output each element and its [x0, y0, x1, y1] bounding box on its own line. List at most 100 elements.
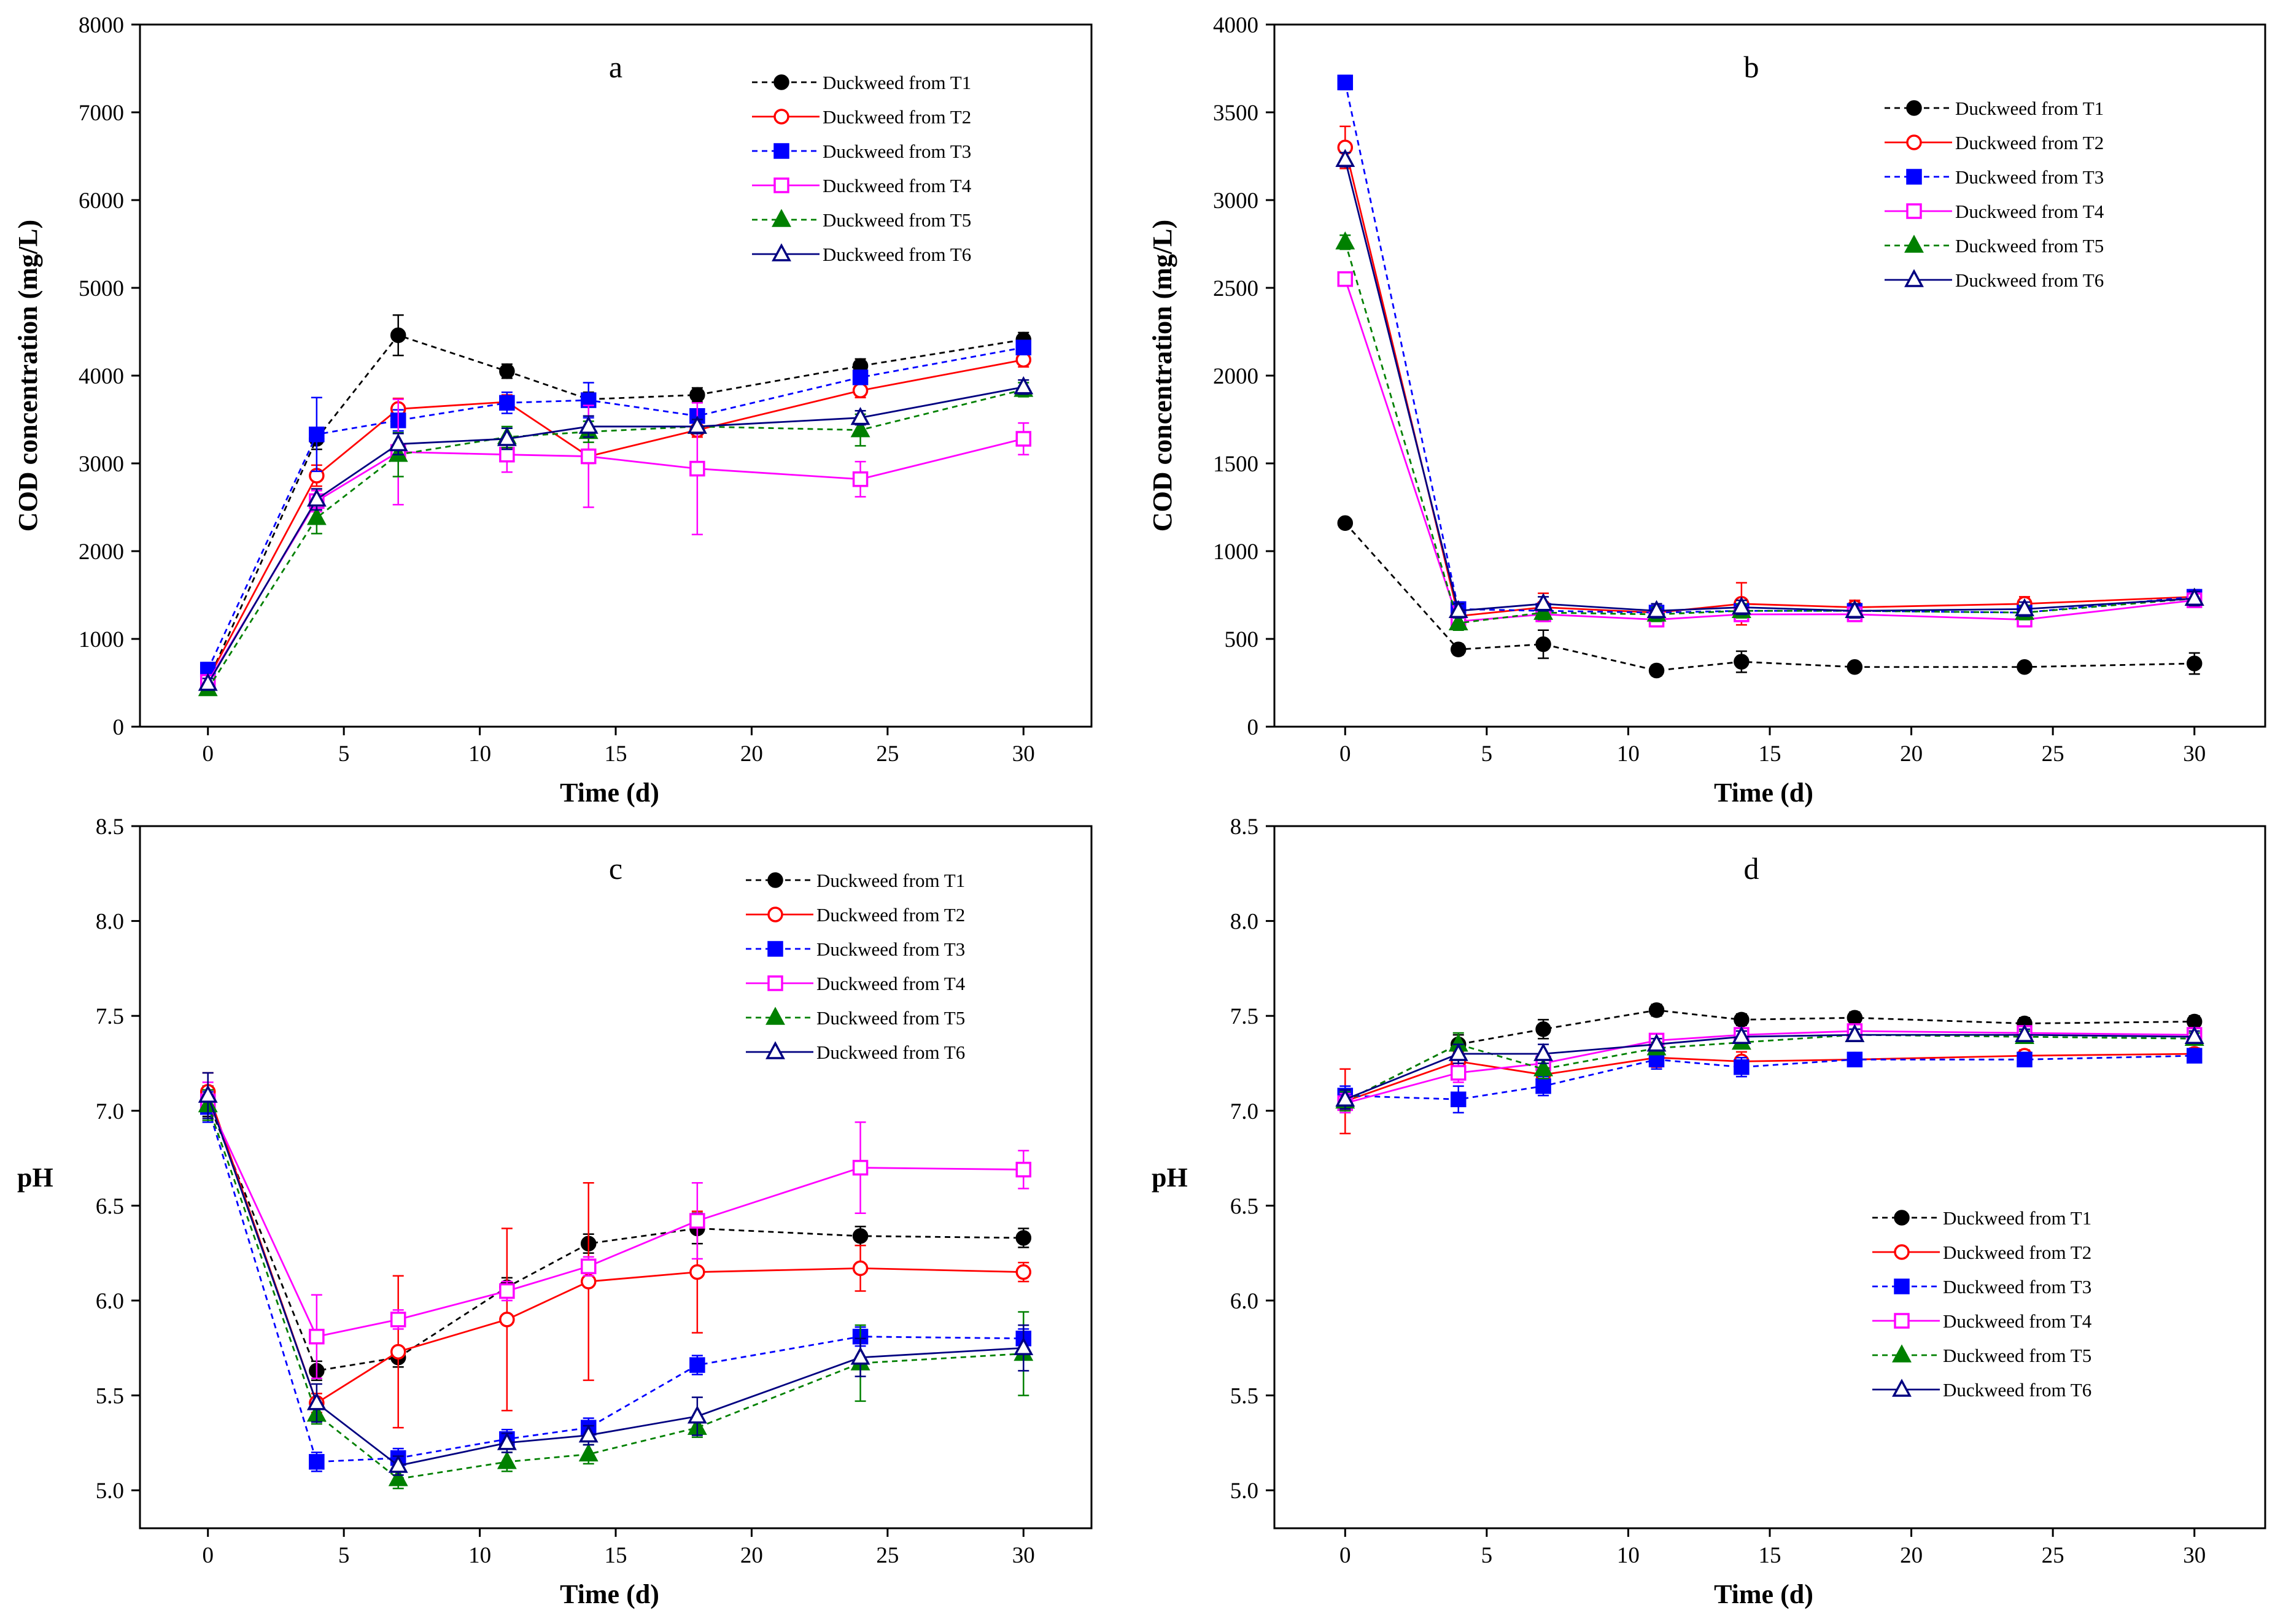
data-point	[578, 416, 599, 434]
legend-item: Duckweed from T3	[752, 141, 971, 162]
series-line	[207, 386, 1024, 684]
data-point	[2184, 587, 2204, 606]
data-point	[1533, 1058, 1554, 1077]
legend-marker	[772, 243, 791, 261]
x-axis-title: Time (d)	[1714, 1579, 1813, 1609]
series-line	[1344, 147, 2195, 617]
x-tick-label: 15	[1759, 741, 1781, 767]
y-tick-label: 1000	[79, 627, 124, 652]
legend-item: Duckweed from T2	[1885, 132, 2104, 153]
series-line	[1344, 242, 2195, 624]
legend-marker	[1906, 134, 1922, 150]
legend-marker	[1894, 1278, 1910, 1294]
x-axis: 0 5 10 15 20 25 30	[202, 1528, 1035, 1568]
legend-item: Duckweed from T6	[746, 1041, 965, 1063]
legend-label: Duckweed from T6	[816, 1042, 965, 1063]
y-tick-label: 6.5	[1230, 1194, 1258, 1219]
data-point	[1015, 431, 1032, 447]
data-point	[309, 1454, 325, 1470]
x-tick-label: 20	[1900, 741, 1923, 767]
series-line	[1344, 1034, 2195, 1100]
data-point	[850, 406, 870, 425]
y-tick-label: 4000	[79, 364, 124, 389]
panel-label: a	[609, 50, 622, 84]
legend-item: Duckweed from T3	[1885, 166, 2104, 188]
legend-item: Duckweed from T1	[752, 72, 971, 93]
data-point	[580, 448, 597, 465]
legend-label: Duckweed from T1	[1955, 98, 2104, 119]
legend: Duckweed from T1 Duckweed from T2 Duckweed…	[746, 870, 966, 1063]
data-point	[2015, 1024, 2034, 1042]
series-line	[207, 334, 1024, 682]
data-point	[578, 1424, 599, 1443]
data-point	[1448, 612, 1468, 631]
legend-label: Duckweed from T2	[1943, 1242, 2091, 1263]
panel-label: c	[609, 851, 622, 886]
legend-item: Duckweed from T4	[752, 175, 972, 196]
y-tick-label: 6.5	[96, 1194, 124, 1219]
legend-marker	[1906, 203, 1922, 219]
series-line	[207, 346, 1024, 670]
y-tick-label: 7.5	[96, 1004, 124, 1029]
legend-item: Duckweed from T5	[1885, 234, 2104, 257]
data-point	[388, 1467, 408, 1487]
data-point	[497, 1451, 517, 1469]
legend-label: Duckweed from T6	[823, 244, 971, 265]
series-line	[207, 1107, 1024, 1463]
data-point	[1847, 1010, 1863, 1026]
data-point	[850, 1347, 870, 1365]
data-point	[1845, 1024, 1865, 1042]
data-point	[497, 1432, 517, 1450]
y-tick-label: 6000	[79, 188, 124, 214]
legend-item: Duckweed from T4	[1885, 201, 2104, 222]
data-point	[1535, 1021, 1551, 1037]
y-tick-label: 2000	[1213, 364, 1258, 389]
legend-label: Duckweed from T6	[1943, 1379, 2091, 1401]
legend-marker	[772, 209, 791, 227]
legend-item: Duckweed from T4	[1872, 1310, 2092, 1332]
data-point	[580, 1274, 597, 1290]
data-point	[1535, 636, 1551, 652]
data-point	[198, 1085, 218, 1103]
legend-marker	[1904, 269, 1924, 287]
data-point	[578, 1443, 599, 1462]
data-point	[1015, 1230, 1032, 1246]
data-point	[2186, 655, 2203, 671]
legend-marker	[767, 941, 783, 957]
x-tick-label: 0	[1339, 1543, 1351, 1568]
legend: Duckweed from T1 Duckweed from T2 Duckweed…	[752, 72, 972, 265]
data-point	[309, 1328, 325, 1345]
data-point	[1448, 1043, 1468, 1061]
legend-marker	[1892, 1344, 1912, 1363]
x-tick-label: 30	[2183, 741, 2206, 767]
x-tick-label: 30	[1012, 741, 1035, 767]
x-tick-label: 0	[1339, 741, 1351, 767]
data-point	[1734, 1059, 1750, 1075]
data-point	[1335, 149, 1355, 167]
legend-item: Duckweed from T1	[1872, 1207, 2091, 1229]
data-point	[1734, 1011, 1750, 1028]
y-tick-label: 7.0	[96, 1099, 124, 1124]
series-line	[207, 438, 1024, 682]
data-point	[2184, 1026, 2204, 1044]
y-axis-title: pH	[1152, 1162, 1188, 1193]
legend-label: Duckweed from T1	[823, 72, 971, 93]
y-tick-label: 6.0	[96, 1289, 124, 1314]
x-tick-label: 10	[1617, 1543, 1640, 1568]
legend-marker	[765, 1041, 785, 1059]
legend-item: Duckweed from T3	[746, 938, 965, 960]
data-point	[499, 363, 515, 379]
y-tick-label: 5.0	[96, 1479, 124, 1504]
legend-label: Duckweed from T4	[1943, 1310, 2092, 1332]
x-axis-title: Time (d)	[1714, 778, 1813, 808]
legend-label: Duckweed from T4	[1955, 201, 2104, 222]
data-point	[689, 1264, 705, 1280]
y-tick-label: 4000	[1213, 13, 1258, 38]
y-tick-label: 1000	[1213, 539, 1258, 565]
data-point	[689, 1357, 705, 1373]
series-line	[1344, 1009, 2195, 1102]
data-point	[2017, 1051, 2033, 1068]
panel-label: d	[1744, 851, 1759, 886]
